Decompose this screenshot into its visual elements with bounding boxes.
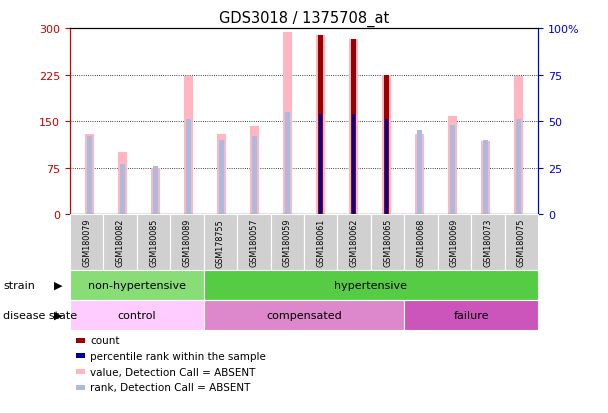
Bar	[384, 120, 389, 215]
Text: GDS3018 / 1375708_at: GDS3018 / 1375708_at	[219, 10, 389, 26]
Bar	[448, 117, 457, 215]
Text: GSM180068: GSM180068	[416, 218, 426, 267]
Text: GSM180059: GSM180059	[283, 218, 292, 267]
Bar	[384, 75, 389, 215]
Text: ▶: ▶	[54, 280, 62, 290]
Text: count: count	[90, 335, 120, 345]
Text: compensated: compensated	[266, 310, 342, 320]
Bar	[514, 77, 523, 215]
Text: percentile rank within the sample: percentile rank within the sample	[90, 351, 266, 361]
Bar	[285, 112, 290, 215]
Bar	[516, 120, 521, 215]
Text: GSM180079: GSM180079	[82, 218, 91, 267]
Text: strain: strain	[3, 280, 35, 290]
Bar	[217, 134, 226, 215]
Text: GSM180073: GSM180073	[483, 218, 492, 267]
Text: control: control	[117, 310, 156, 320]
Bar	[252, 137, 257, 215]
Bar	[417, 131, 422, 215]
Bar	[415, 134, 424, 215]
Text: GSM178755: GSM178755	[216, 218, 225, 267]
Text: GSM180065: GSM180065	[383, 218, 392, 267]
Bar	[250, 127, 259, 215]
Bar	[318, 114, 323, 215]
Bar	[318, 36, 323, 215]
Text: value, Detection Call = ABSENT: value, Detection Call = ABSENT	[90, 367, 255, 377]
Text: GSM180085: GSM180085	[149, 218, 158, 267]
Bar	[85, 134, 94, 215]
Bar	[385, 120, 388, 215]
Text: ▶: ▶	[54, 310, 62, 320]
Text: non-hypertensive: non-hypertensive	[88, 280, 186, 290]
Bar	[352, 114, 355, 215]
Text: disease state: disease state	[3, 310, 77, 320]
Bar	[87, 137, 92, 215]
Bar	[349, 40, 358, 215]
Bar	[219, 140, 224, 215]
Text: GSM180069: GSM180069	[450, 218, 459, 267]
Text: GSM180089: GSM180089	[182, 218, 192, 267]
Text: rank, Detection Call = ABSENT: rank, Detection Call = ABSENT	[90, 382, 250, 392]
Text: GSM180062: GSM180062	[350, 218, 359, 267]
Text: GSM180082: GSM180082	[116, 218, 125, 267]
Bar	[283, 33, 292, 215]
Text: GSM180061: GSM180061	[316, 218, 325, 267]
Text: GSM180057: GSM180057	[249, 218, 258, 267]
Text: GSM180075: GSM180075	[517, 218, 526, 267]
Text: failure: failure	[454, 310, 489, 320]
Bar	[151, 169, 160, 215]
Bar	[481, 142, 490, 215]
Bar	[351, 40, 356, 215]
Bar	[319, 114, 322, 215]
Bar	[120, 164, 125, 215]
Bar	[450, 126, 455, 215]
Bar	[382, 75, 391, 215]
Bar	[186, 120, 191, 215]
Bar	[351, 114, 356, 215]
Bar	[118, 153, 127, 215]
Bar	[153, 166, 158, 215]
Text: hypertensive: hypertensive	[334, 280, 407, 290]
Bar	[483, 140, 488, 215]
Bar	[184, 77, 193, 215]
Bar	[316, 36, 325, 215]
